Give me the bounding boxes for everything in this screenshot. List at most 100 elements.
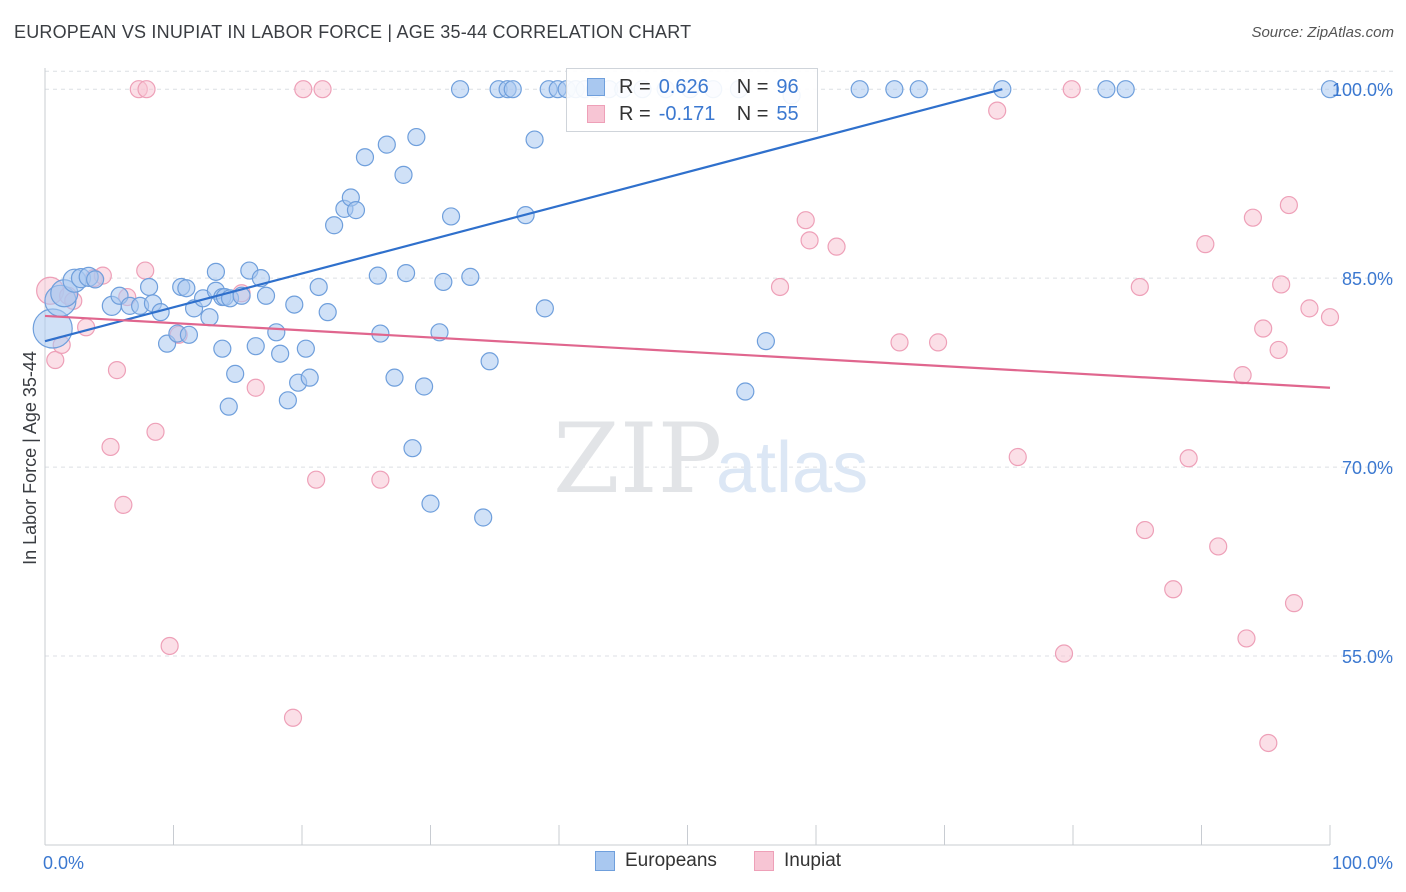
- inupiat-point: [146, 422, 165, 441]
- legend-label: Europeans: [625, 850, 717, 871]
- europeans-point: [213, 339, 232, 358]
- inupiat-point: [1062, 80, 1081, 99]
- inupiat-point: [294, 80, 313, 99]
- europeans-point: [200, 308, 219, 327]
- y-tick-label: 55.0%: [1342, 647, 1393, 667]
- inupiat-point: [160, 636, 179, 656]
- inupiat-point: [77, 318, 96, 337]
- europeans-point: [756, 332, 775, 351]
- europeans-point: [1097, 80, 1116, 99]
- r-value: 0.626: [658, 75, 709, 98]
- inupiat-point: [1272, 275, 1291, 294]
- europeans-trend-line: [44, 88, 1003, 343]
- legend-item-europeans[interactable]: Europeans: [595, 850, 717, 872]
- inupiat-point: [1209, 537, 1228, 556]
- inupiat-point: [928, 333, 948, 352]
- inupiat-point: [313, 80, 332, 99]
- inupiat-point: [1237, 629, 1256, 648]
- n-label: N =: [736, 75, 769, 98]
- y-tick-label: 100.0%: [1332, 80, 1393, 100]
- inupiat-point: [101, 437, 120, 457]
- axis-labels: 55.0% 70.0% 85.0% 100.0% 0.0% 100.0% In Labor …: [20, 80, 1393, 873]
- europeans-point: [296, 339, 315, 358]
- europeans-point: [503, 80, 522, 99]
- inupiat-point: [1008, 447, 1027, 467]
- europeans-swatch: [595, 851, 615, 871]
- europeans-point: [850, 80, 869, 99]
- n-value: 96: [776, 75, 799, 98]
- europeans-point: [407, 127, 426, 147]
- inupiat-point: [1130, 277, 1149, 297]
- europeans-point: [1320, 80, 1340, 99]
- correlation-legend: R = 0.626 N = 96 R = -0.171 N = 55: [566, 68, 818, 132]
- trend-lines: [44, 88, 1331, 389]
- europeans-point: [441, 207, 461, 226]
- inupiat-point: [1279, 195, 1298, 215]
- inupiat-point: [796, 211, 815, 230]
- europeans-point: [474, 508, 493, 527]
- y-axis-title: In Labor Force | Age 35-44: [20, 351, 40, 565]
- europeans-point: [300, 368, 319, 387]
- x-tick-label: 0.0%: [43, 853, 84, 873]
- inupiat-point: [1269, 340, 1288, 360]
- europeans-point: [267, 323, 286, 342]
- inupiat-swatch: [754, 851, 774, 871]
- europeans-point: [278, 391, 297, 410]
- inupiat-point: [137, 80, 156, 99]
- europeans-point: [346, 201, 366, 220]
- europeans-point: [434, 272, 453, 292]
- inupiat-point: [283, 708, 303, 727]
- europeans-point: [525, 130, 544, 149]
- europeans-point: [414, 377, 434, 396]
- inupiat-point: [1179, 449, 1198, 468]
- europeans-point: [421, 494, 440, 513]
- inupiat-point: [1135, 520, 1155, 540]
- inupiat-point: [114, 495, 133, 514]
- europeans-point: [86, 270, 105, 289]
- inupiat-point: [136, 261, 155, 280]
- inupiat-trend-line: [44, 314, 1331, 389]
- watermark-zip: ZIP: [553, 403, 722, 515]
- grid-lines: [45, 70, 1394, 657]
- europeans-point: [325, 216, 344, 235]
- europeans-point: [368, 266, 387, 285]
- inupiat-point: [800, 231, 819, 250]
- inupiat-point: [1233, 366, 1252, 385]
- inupiat-point: [371, 470, 390, 489]
- europeans-point: [480, 352, 499, 371]
- europeans-point: [139, 277, 159, 297]
- legend-item-inupiat[interactable]: Inupiat: [754, 850, 841, 872]
- inupiat-point: [1254, 319, 1273, 338]
- inupiat-point: [988, 101, 1007, 120]
- europeans-point: [736, 382, 755, 401]
- europeans-point: [403, 439, 422, 458]
- europeans-point: [909, 80, 928, 99]
- europeans-point: [246, 337, 265, 356]
- europeans-point: [394, 165, 413, 184]
- inupiat-point: [890, 333, 909, 352]
- inupiat-point: [307, 470, 326, 489]
- europeans-swatch: [587, 78, 605, 96]
- inupiat-point: [1164, 580, 1183, 599]
- chart-title: EUROPEAN VS INUPIAT IN LABOR FORCE | AGE…: [14, 22, 692, 42]
- inupiat-point: [46, 350, 65, 370]
- inupiat-point: [1054, 644, 1074, 663]
- europeans-point: [450, 80, 470, 99]
- axes: [44, 68, 1331, 846]
- europeans-point: [535, 299, 554, 318]
- inupiat-point: [246, 378, 265, 397]
- inupiat-point: [1259, 733, 1278, 753]
- europeans-point: [256, 286, 276, 305]
- inupiat-point: [1196, 235, 1215, 254]
- y-tick-label: 70.0%: [1342, 458, 1393, 478]
- inupiat-point: [827, 237, 846, 256]
- europeans-point: [285, 295, 304, 314]
- europeans-point: [206, 262, 226, 281]
- inupiat-swatch: [587, 105, 605, 123]
- europeans-point: [226, 364, 245, 383]
- europeans-point: [355, 148, 375, 167]
- europeans-point: [396, 264, 416, 283]
- inupiat-point: [1284, 594, 1304, 613]
- inupiat-point: [107, 361, 127, 380]
- source-note: Source: ZipAtlas.com: [1251, 24, 1394, 41]
